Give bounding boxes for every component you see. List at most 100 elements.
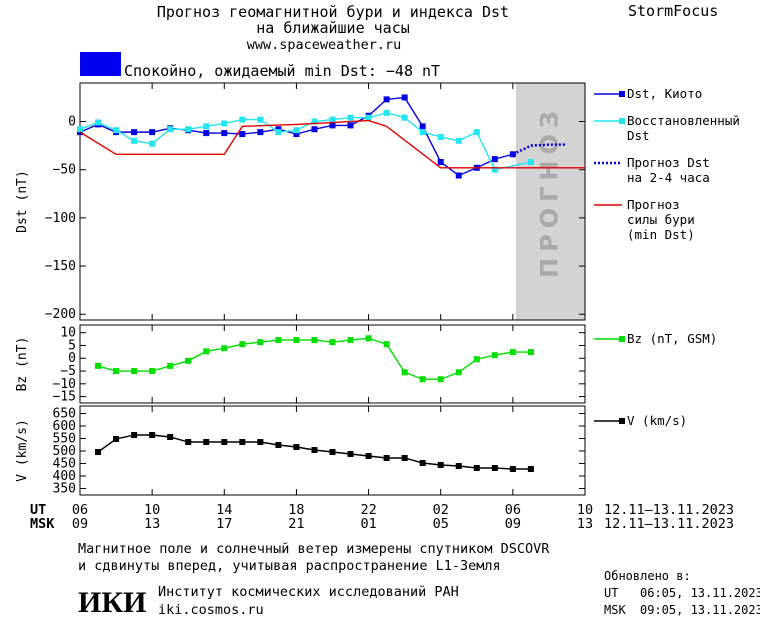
point bbox=[203, 439, 210, 445]
y-axis-label: Dst (nT) bbox=[15, 170, 30, 233]
point bbox=[437, 376, 444, 383]
point bbox=[293, 444, 300, 450]
x-tick-label-msk: 21 bbox=[288, 516, 304, 532]
point bbox=[149, 140, 156, 147]
point bbox=[329, 449, 336, 455]
y-tick-label: −5 bbox=[60, 364, 76, 379]
point bbox=[239, 116, 246, 123]
y-tick-label: 400 bbox=[53, 469, 76, 484]
brand: StormFocus bbox=[628, 2, 718, 20]
x-tick-label-msk: 01 bbox=[360, 516, 376, 532]
point bbox=[347, 114, 354, 121]
point bbox=[221, 439, 228, 445]
point bbox=[257, 339, 264, 346]
point bbox=[509, 349, 516, 356]
point bbox=[185, 357, 192, 364]
point bbox=[437, 133, 444, 140]
title: Прогноз геомагнитной бури и индекса Dst bbox=[157, 3, 509, 21]
msk-range: 12.11–13.11.2023 bbox=[604, 516, 734, 532]
y-tick-label: 650 bbox=[53, 407, 76, 422]
legend-label: V (km/s) bbox=[627, 413, 687, 428]
note: Магнитное поле и солнечный ветер измерен… bbox=[78, 541, 550, 557]
y-tick-label: 10 bbox=[60, 326, 76, 341]
point bbox=[131, 129, 138, 136]
series-line bbox=[79, 112, 532, 171]
point bbox=[347, 337, 354, 344]
subtitle: на ближайшие часы bbox=[256, 19, 410, 37]
status-box bbox=[80, 52, 121, 76]
point bbox=[401, 94, 408, 101]
point bbox=[293, 127, 300, 134]
point bbox=[77, 126, 83, 133]
x-tick-label: 06 bbox=[505, 502, 521, 518]
point bbox=[149, 432, 156, 438]
ut-label: UT bbox=[30, 502, 46, 518]
point bbox=[131, 137, 138, 144]
point bbox=[149, 129, 156, 136]
point bbox=[419, 376, 426, 383]
point bbox=[167, 362, 174, 369]
point bbox=[185, 439, 192, 445]
point bbox=[95, 362, 102, 369]
legend-label: Прогноз силы бури (min Dst) bbox=[627, 197, 695, 242]
y-tick-label: −50 bbox=[53, 163, 76, 178]
point bbox=[437, 159, 444, 165]
point bbox=[293, 131, 300, 138]
status-text: Спокойно, ожидаемый min Dst: −48 nT bbox=[124, 62, 440, 80]
point bbox=[221, 120, 228, 127]
point bbox=[203, 348, 210, 355]
point bbox=[383, 109, 390, 116]
point bbox=[239, 341, 246, 348]
x-tick-label: 10 bbox=[577, 502, 593, 518]
point bbox=[527, 159, 534, 165]
point bbox=[527, 466, 534, 472]
point bbox=[221, 130, 228, 137]
x-tick-label-msk: 17 bbox=[216, 516, 232, 532]
institute: Институт космических исследований РАН bbox=[158, 584, 459, 600]
point bbox=[455, 172, 462, 179]
plot-frame bbox=[79, 82, 586, 321]
x-tick-label: 14 bbox=[216, 502, 232, 518]
point bbox=[401, 114, 408, 121]
point bbox=[401, 455, 408, 461]
series-line bbox=[512, 143, 567, 156]
y-tick-label: −100 bbox=[45, 211, 76, 226]
point bbox=[455, 463, 462, 469]
series-line bbox=[97, 337, 531, 380]
point bbox=[329, 116, 336, 123]
x-tick-label-msk: 13 bbox=[577, 516, 593, 532]
point bbox=[275, 442, 282, 448]
updated-ut-label: UT bbox=[604, 586, 618, 600]
updated-msk: 09:05, 13.11.2023 bbox=[640, 603, 760, 617]
point bbox=[149, 368, 156, 375]
point bbox=[347, 122, 354, 129]
legend-marker bbox=[619, 118, 625, 124]
x-tick-label: 22 bbox=[360, 502, 376, 518]
point bbox=[239, 131, 246, 138]
legend-marker bbox=[619, 418, 625, 424]
point bbox=[167, 126, 174, 133]
forecast-region bbox=[515, 83, 585, 320]
legend-label: Bz (nT, GSM) bbox=[627, 331, 717, 346]
point bbox=[113, 436, 120, 442]
point bbox=[257, 439, 264, 445]
legend-marker bbox=[619, 91, 625, 97]
y-tick-label: −150 bbox=[45, 259, 76, 274]
point bbox=[455, 137, 462, 144]
point bbox=[473, 465, 480, 471]
legend-marker bbox=[619, 336, 625, 342]
point bbox=[419, 460, 426, 466]
point bbox=[383, 341, 390, 348]
point bbox=[113, 127, 120, 134]
point bbox=[95, 449, 102, 455]
point bbox=[491, 166, 498, 173]
point bbox=[185, 126, 192, 133]
legend-label: Прогноз Dst на 2-4 часа bbox=[627, 155, 710, 185]
point bbox=[329, 339, 336, 346]
point bbox=[491, 465, 498, 471]
point bbox=[275, 337, 282, 344]
legend-label: Восстановленный Dst bbox=[627, 113, 740, 143]
point bbox=[365, 114, 372, 121]
point bbox=[275, 129, 282, 136]
y-tick-label: −10 bbox=[53, 377, 76, 392]
